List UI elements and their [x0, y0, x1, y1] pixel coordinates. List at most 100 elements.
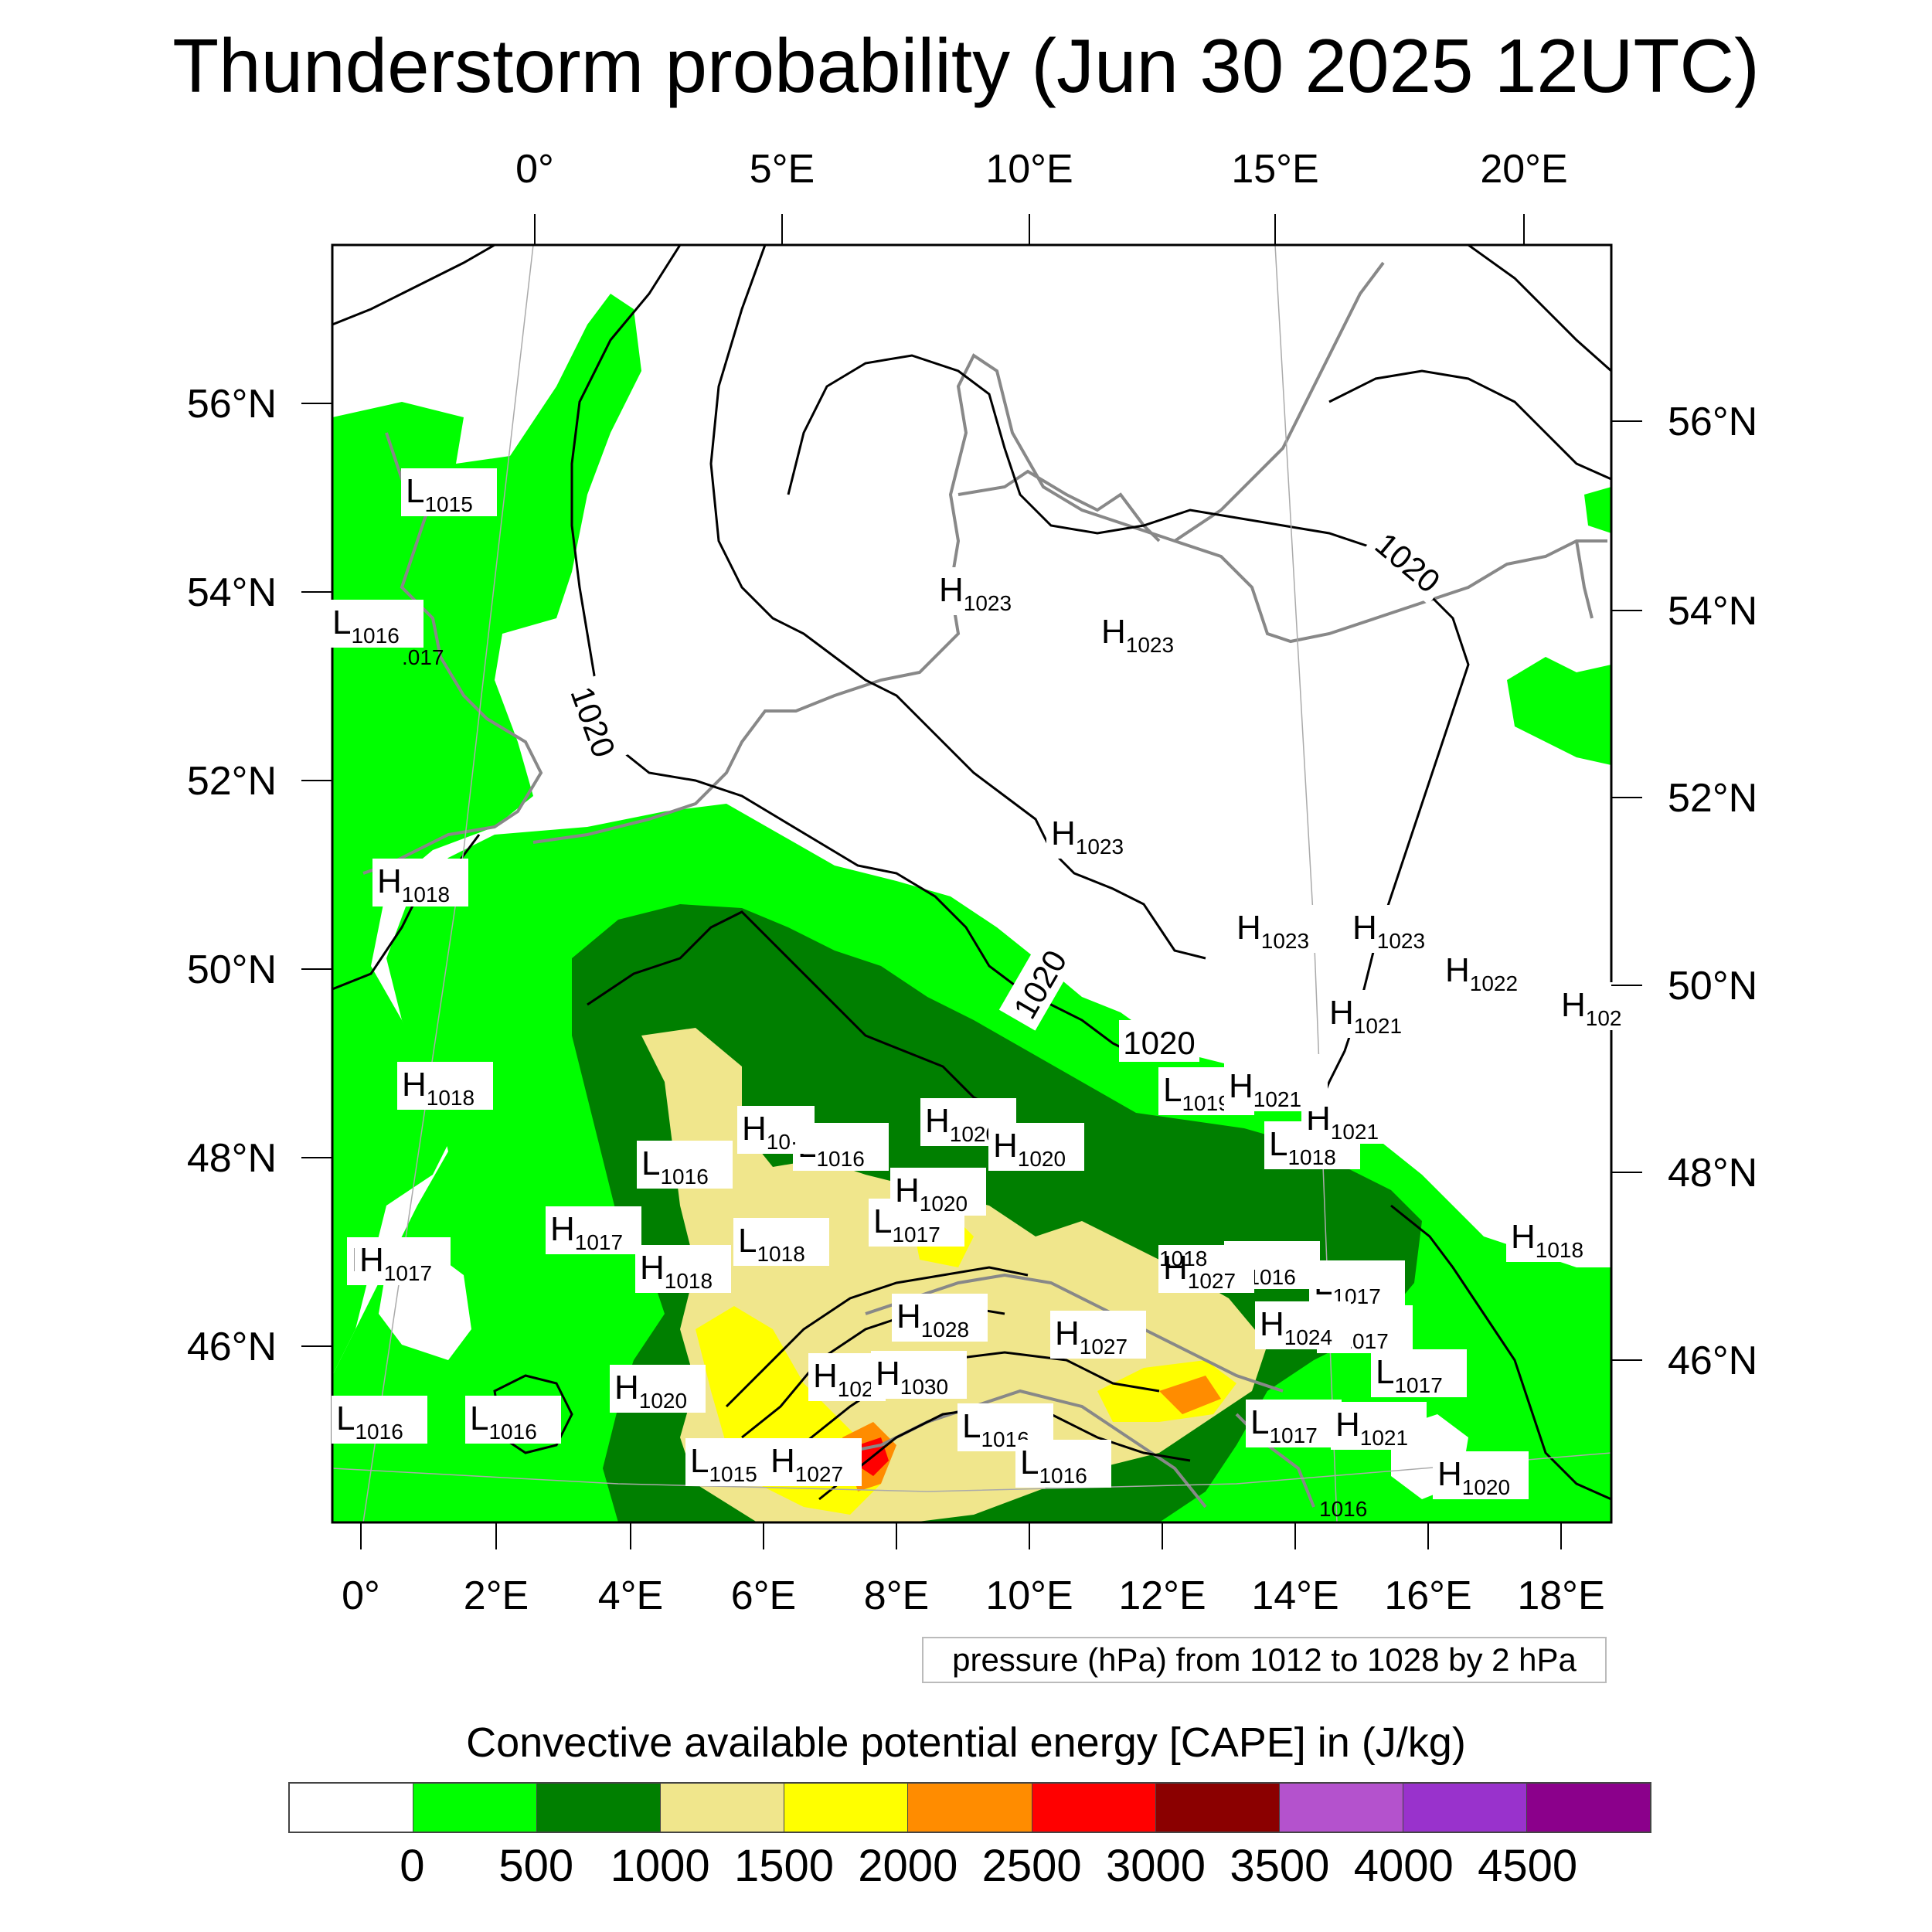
pressure-center-high: H1024: [1255, 1301, 1351, 1349]
cape-zone-2000-2500-b: [1159, 1376, 1221, 1414]
isobar-alps-tight1: [725, 1266, 1029, 1408]
svg-text:L1016: L1016: [641, 1145, 709, 1189]
chart-title: Thunderstorm probability (Jun 30 2025 12…: [172, 23, 1760, 108]
pressure-center-value: 1018: [1536, 1238, 1583, 1262]
pressure-center-type: L: [962, 1407, 981, 1445]
svg-text:H1023: H1023: [939, 571, 1012, 615]
pressure-center-type: H: [925, 1102, 950, 1140]
pressure-center-type: H: [1561, 986, 1586, 1024]
colorbar-label: 0: [400, 1841, 425, 1891]
cape-zone-0-500-east: [1507, 657, 1611, 765]
pressure-center-value: 1027: [795, 1462, 843, 1486]
colorbar-swatch: [784, 1784, 908, 1832]
pressure-center-value: 1023: [964, 591, 1012, 615]
pressure-center-type: H: [377, 862, 402, 900]
pressure-center-type: L: [332, 604, 351, 641]
top-lon-label-0: 0°: [515, 147, 554, 192]
coastline-sweden: [1173, 261, 1385, 543]
isobar-1020-east: [1328, 369, 1611, 481]
pressure-center-value: 1028: [921, 1318, 969, 1342]
coastline-britain: [362, 432, 543, 875]
left-lat-label-50n: 50°N: [187, 947, 277, 992]
pressure-center-value: 1024: [1284, 1325, 1332, 1349]
pressure-center-type: L: [690, 1442, 709, 1480]
pressure-center-high: H1021: [1224, 1063, 1320, 1111]
pressure-center-type: H: [813, 1357, 838, 1395]
pressure-center-high: H1027: [1050, 1311, 1146, 1359]
isobar-east-south: [1390, 1204, 1611, 1501]
cape-zone-0-500-east2: [1584, 487, 1611, 533]
colorbar-label: 1000: [610, 1841, 710, 1891]
pressure-center-low: L1015: [685, 1438, 781, 1486]
pressure-center-value: 1027: [1188, 1269, 1236, 1293]
bottom-lon-label-6e: 6°E: [731, 1573, 796, 1618]
isobar-1020-mid: [709, 245, 1206, 960]
pressure-center-high: H1018: [372, 859, 468, 906]
pressure-center-high: H10·: [737, 1106, 815, 1154]
bottom-lon-label-12e: 12°E: [1118, 1573, 1206, 1618]
bottom-lon-label-2e: 2°E: [464, 1573, 529, 1618]
pressure-center-high: H1030: [871, 1351, 967, 1399]
graticule-45n: [332, 1452, 1611, 1492]
pressure-center-value: 1020: [1018, 1147, 1066, 1171]
pressure-center-type: H: [1055, 1315, 1080, 1352]
pressure-center-high: H1018: [635, 1245, 731, 1293]
pressure-center-value: 1017: [384, 1261, 432, 1285]
pressure-center-value: 102: [1586, 1006, 1622, 1030]
svg-text:H1023: H1023: [1051, 815, 1124, 859]
pressure-center-type: H: [1511, 1218, 1536, 1256]
svg-text:L1016: L1016: [332, 604, 400, 648]
svg-text:L1018: L1018: [738, 1222, 805, 1266]
pressure-center-high: H1022: [1440, 947, 1536, 995]
pressure-center-value: 1019: [1182, 1091, 1230, 1115]
svg-text:H1020: H1020: [895, 1172, 968, 1216]
pressure-center-low: L1018: [733, 1218, 829, 1266]
pressure-center-low: L1016: [328, 600, 423, 648]
coastline-continent: [532, 353, 1607, 844]
isobar-1020-ne: [1468, 245, 1611, 372]
pressure-center-high: H102: [1556, 982, 1634, 1030]
colorbar-label: 2500: [981, 1841, 1082, 1891]
pressure-center-type: H: [402, 1066, 427, 1104]
top-lon-label-10e: 10°E: [985, 147, 1073, 192]
colorbar-label: 500: [498, 1841, 574, 1891]
pressure-center-value: 1021: [1331, 1120, 1379, 1144]
pressure-center-value: 1016: [351, 624, 399, 648]
pressure-center-type: H: [640, 1249, 665, 1287]
pressure-center-high: H1017: [546, 1206, 641, 1254]
bottom-lon-label-0: 0°: [342, 1573, 380, 1618]
svg-text:H1027: H1027: [770, 1442, 843, 1486]
svg-text:L1015: L1015: [690, 1442, 757, 1486]
pressure-center-high: H1020: [890, 1168, 986, 1216]
svg-text:H102: H102: [813, 1357, 874, 1401]
pressure-center-value: 1016: [355, 1420, 403, 1444]
svg-text:H1020: H1020: [993, 1127, 1066, 1171]
right-lat-label-56n: 56°N: [1668, 400, 1757, 444]
pressure-center-high: H1021: [1331, 1402, 1427, 1450]
pressure-center-low: L1016: [957, 1403, 1053, 1451]
svg-text:L1018: L1018: [1269, 1125, 1336, 1169]
top-lon-label-5e: 5°E: [750, 147, 815, 192]
pressure-center-value: 1016: [1247, 1265, 1295, 1289]
partial-pressure-label: 1016: [1319, 1497, 1367, 1521]
svg-text:1020: 1020: [1123, 1025, 1195, 1061]
pressure-center-value: 1018: [427, 1086, 474, 1110]
pressure-center-type: L: [1250, 1403, 1269, 1441]
pressure-center-type: H: [1236, 909, 1261, 947]
pressure-center-high: H1020: [988, 1123, 1084, 1171]
left-lat-axis: 56°N 54°N 52°N 50°N 48°N 46°N: [187, 382, 332, 1369]
svg-text:H1021: H1021: [1329, 994, 1402, 1038]
pressure-center-low: L1017: [1246, 1400, 1342, 1447]
pressure-center-high: H1023: [1097, 609, 1192, 657]
pressure-center-value: 1021: [1360, 1426, 1408, 1450]
colorbar-swatch: [1402, 1784, 1526, 1832]
pressure-center-type: H: [1229, 1067, 1253, 1105]
pressure-center-value: 1030: [900, 1375, 948, 1399]
svg-text:L1016: L1016: [1020, 1444, 1087, 1488]
pressure-center-value: 1023: [1126, 633, 1174, 657]
colorbar-swatch: [1031, 1784, 1155, 1832]
pressure-center-high: H1028: [892, 1294, 988, 1342]
pressure-center-high: H1023: [1046, 811, 1142, 859]
top-lon-label-20e: 20°E: [1480, 147, 1567, 192]
top-lon-axis: 0° 5°E 10°E 15°E 20°E: [515, 147, 1568, 245]
